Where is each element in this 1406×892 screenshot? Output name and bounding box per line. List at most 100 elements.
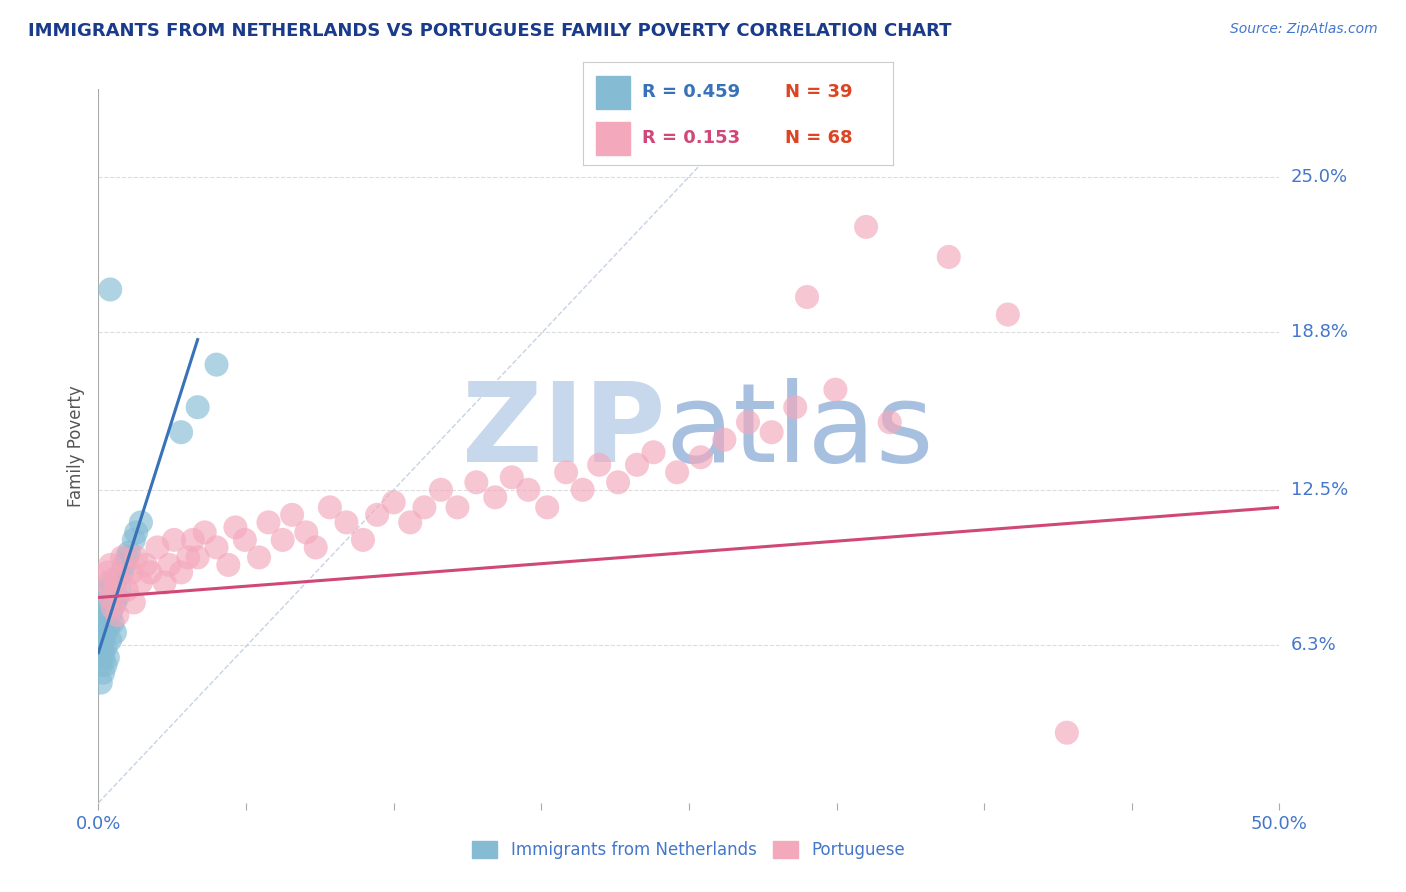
Point [146,541,169,555]
Point [115,550,138,565]
Point [484,491,506,505]
Point [90,625,112,640]
Point [177,550,200,565]
Point [118,545,141,559]
Point [129,575,152,590]
Point [97,582,120,597]
Point [1056,725,1078,739]
Point [94,625,117,640]
Point [571,483,593,497]
Point [111,550,134,565]
Legend: Immigrants from Netherlands, Portuguese: Immigrants from Netherlands, Portuguese [465,834,912,866]
Point [91,665,114,680]
Point [626,458,648,472]
Point [399,516,422,530]
Point [104,625,127,640]
Point [517,483,540,497]
Text: 12.5%: 12.5% [1291,481,1348,499]
Point [366,508,388,522]
Point [91,646,114,660]
Point [97,566,120,580]
Point [98,633,121,648]
Point [247,550,270,565]
Point [135,558,157,572]
Point [233,533,256,547]
Point [94,595,117,609]
Point [108,582,131,597]
Point [796,290,818,304]
Point [181,533,204,547]
Point [97,650,120,665]
Point [335,516,357,530]
Point [501,470,523,484]
Point [205,358,228,372]
Point [352,533,374,547]
Text: IMMIGRANTS FROM NETHERLANDS VS PORTUGUESE FAMILY POVERTY CORRELATION CHART: IMMIGRANTS FROM NETHERLANDS VS PORTUGUES… [28,22,952,40]
Point [607,475,630,490]
Y-axis label: Family Poverty: Family Poverty [66,385,84,507]
Point [115,582,138,597]
Point [94,575,117,590]
Point [824,383,846,397]
Point [105,570,128,584]
Point [643,445,665,459]
Point [98,607,121,622]
Point [122,533,145,547]
Point [104,582,127,597]
Point [430,483,453,497]
Point [90,658,112,673]
Point [187,400,209,414]
Point [879,415,901,429]
Point [761,425,783,440]
Point [187,550,209,565]
Point [105,570,128,584]
Bar [596,122,630,155]
Text: ZIP: ZIP [463,378,665,485]
Point [555,465,578,479]
Point [101,600,124,615]
Point [98,283,121,297]
Text: N = 39: N = 39 [785,83,852,101]
Point [588,458,610,472]
Point [91,633,114,648]
Point [98,575,121,590]
Point [101,600,124,615]
Point [938,250,960,264]
Point [163,533,186,547]
Point [139,566,162,580]
Text: 6.3%: 6.3% [1291,636,1336,654]
Text: 18.8%: 18.8% [1291,323,1347,341]
Point [91,650,114,665]
Point [281,508,304,522]
Point [205,541,228,555]
Point [125,550,148,565]
Point [382,495,405,509]
Point [413,500,436,515]
Point [97,621,120,635]
Text: R = 0.153: R = 0.153 [643,129,741,147]
Point [91,615,114,630]
Text: Source: ZipAtlas.com: Source: ZipAtlas.com [1230,22,1378,37]
Point [121,566,143,580]
Point [104,595,127,609]
Point [129,516,152,530]
Point [157,558,180,572]
Point [111,566,134,580]
Text: R = 0.459: R = 0.459 [643,83,741,101]
Text: 25.0%: 25.0% [1291,168,1348,186]
Point [101,615,124,630]
Point [689,450,711,465]
Point [90,640,112,655]
Point [170,566,193,580]
Point [105,591,128,605]
Point [737,415,759,429]
Point [94,607,117,622]
Point [91,600,114,615]
Point [112,558,135,572]
Point [217,558,239,572]
Point [153,575,176,590]
Point [94,640,117,655]
Point [666,465,689,479]
Point [446,500,468,515]
Point [125,525,148,540]
